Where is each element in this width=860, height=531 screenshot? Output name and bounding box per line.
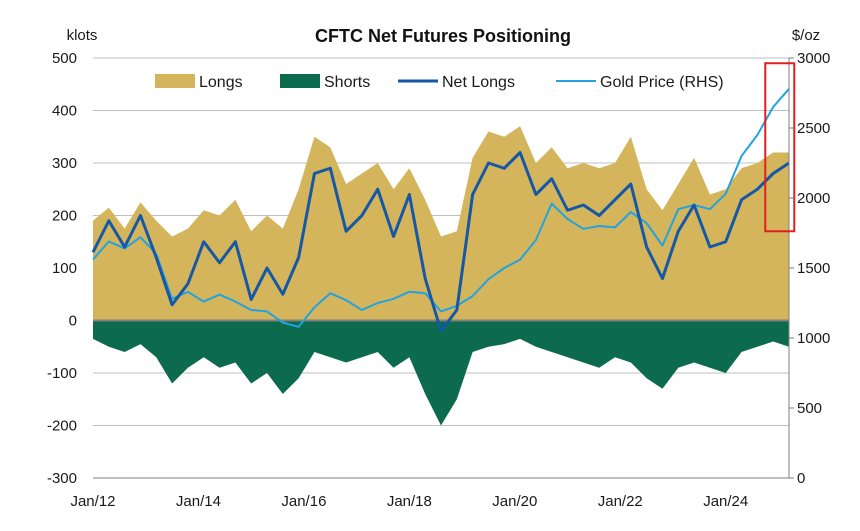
net-longs-line-layer [91,151,790,333]
y-right-tick-label: 0 [797,470,805,487]
y-left-tick-label: 200 [52,208,77,225]
x-tick-label: Jan/16 [281,493,326,510]
y-left-tick-labels: 500 400 300 200 100 0 -100 -200 -300 [47,50,77,487]
longs-area [93,126,789,321]
y-right-unit-label: $/oz [792,27,820,44]
legend: Longs Shorts Net Longs Gold Price (RHS) [155,74,724,91]
x-tick-label: Jan/18 [387,493,432,510]
shorts-area [93,320,789,426]
x-tick-label: Jan/20 [492,493,537,510]
y-right-tick-label: 1500 [797,260,830,277]
y-left-tick-label: 500 [52,50,77,67]
legend-swatch-shorts [280,74,320,88]
gold-price-line-layer [92,88,790,328]
y-left-tick-label: 300 [52,155,77,172]
y-left-tick-label: -200 [47,418,77,435]
y-right-tick-labels: 3000 2500 2000 1500 1000 500 0 [797,50,830,487]
y-right-tick-label: 1000 [797,330,830,347]
x-tick-label: Jan/14 [176,493,221,510]
x-tick-labels: Jan/12 Jan/14 Jan/16 Jan/18 Jan/20 Jan/22 Jan/… [70,493,748,510]
y-right-tick-label: 2500 [797,120,830,137]
axes [93,57,794,479]
legend-swatch-longs [155,74,195,88]
y-left-unit-label: klots [67,27,98,44]
legend-label-gold-price: Gold Price (RHS) [600,74,724,91]
y-left-tick-label: 400 [52,103,77,120]
y-left-tick-label: -100 [47,365,77,382]
longs-area-layer [93,126,789,321]
y-left-tick-label: -300 [47,470,77,487]
y-left-tick-label: 0 [69,313,77,330]
legend-label-shorts: Shorts [324,74,370,91]
y-right-tick-label: 3000 [797,50,830,67]
highlight-box-layer [764,62,796,233]
y-right-tick-label: 500 [797,400,822,417]
x-tick-label: Jan/22 [598,493,643,510]
highlight-box [764,62,796,233]
y-right-tick-label: 2000 [797,190,830,207]
gold-price-line [92,88,790,328]
net-longs-line [91,151,790,333]
y-left-tick-label: 100 [52,260,77,277]
chart-title: CFTC Net Futures Positioning [315,26,571,46]
shorts-area-layer [93,320,789,426]
x-tick-label: Jan/12 [70,493,115,510]
legend-label-net-longs: Net Longs [442,74,515,91]
legend-label-longs: Longs [199,74,243,91]
x-tick-label: Jan/24 [703,493,748,510]
